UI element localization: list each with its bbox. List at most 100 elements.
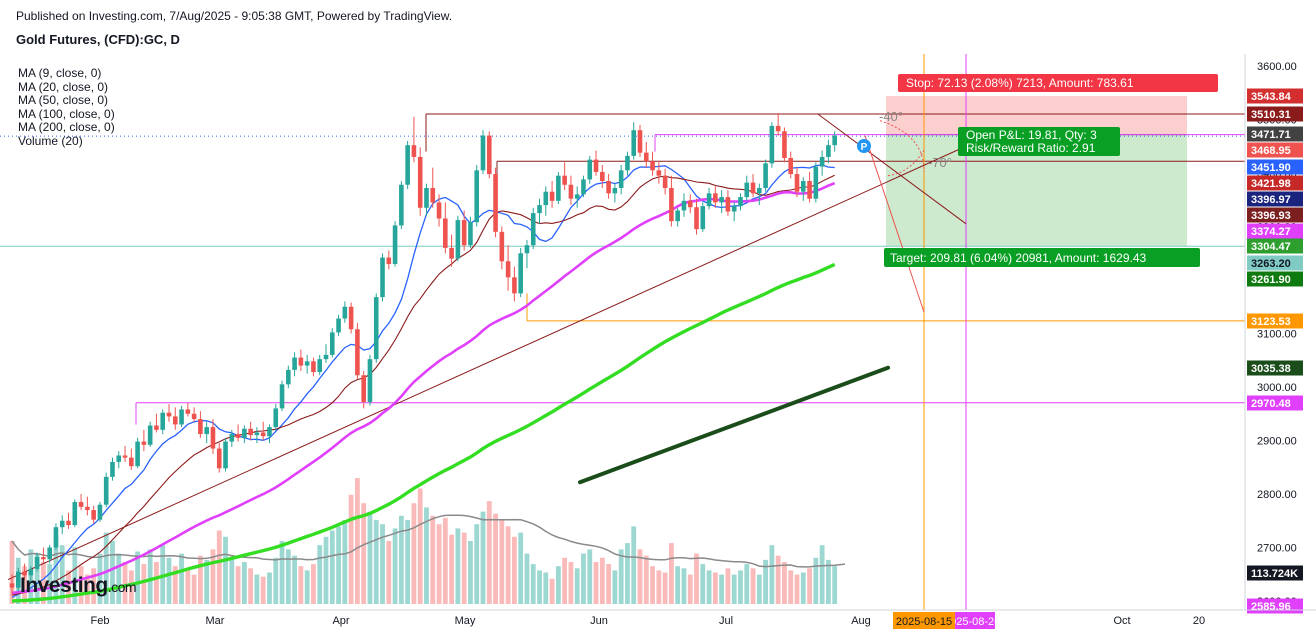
candle-body <box>185 409 191 414</box>
price-label-bg <box>1247 142 1303 158</box>
volume-bar <box>110 541 115 604</box>
rr-label: Risk/Reward Ratio: 2.91 <box>966 141 1096 155</box>
indicator-ma20[interactable]: MA (20, close, 0) <box>18 79 109 94</box>
volume-bar <box>285 549 291 604</box>
volume-bar <box>116 553 122 604</box>
candle-body <box>348 306 354 330</box>
volume-bar <box>166 557 172 604</box>
volume-bar <box>555 566 561 604</box>
indicator-volume[interactable]: Volume (20) <box>18 133 83 148</box>
indicator-ma200[interactable]: MA (200, close, 0) <box>18 120 115 134</box>
volume-bar <box>78 566 84 604</box>
volume-bar <box>581 553 586 604</box>
volume-bar <box>706 570 712 604</box>
volume-bar <box>204 559 210 604</box>
candle-body <box>147 425 153 445</box>
candle-body <box>235 434 241 438</box>
volume-bar <box>386 541 392 604</box>
price-label: 113.724K <box>1251 568 1298 580</box>
price-label-bg <box>1247 159 1303 175</box>
angle-arc <box>887 148 926 177</box>
volume-bar <box>618 549 624 604</box>
price-label: 3263.20 <box>1251 258 1291 270</box>
volume-bar <box>405 520 411 604</box>
candle-body <box>72 502 78 526</box>
candle-body <box>681 200 687 211</box>
volume-bar <box>141 564 147 604</box>
volume-bar <box>700 564 706 604</box>
volume-bar <box>342 520 348 604</box>
trendline-resistance <box>817 113 967 225</box>
candle-body <box>832 135 837 146</box>
candle-body <box>461 220 467 246</box>
volume-bar <box>656 570 662 604</box>
volume-bar <box>348 494 354 604</box>
trend-lines <box>7 113 967 581</box>
candle-body <box>336 318 341 333</box>
candle-body <box>273 408 279 428</box>
volume-bar <box>681 568 687 604</box>
volume-bar <box>568 562 574 604</box>
candle-body <box>725 197 731 212</box>
volume-bar <box>593 562 599 604</box>
candle-body <box>549 191 555 201</box>
angle-label: -70° <box>928 155 952 170</box>
volume-bar <box>669 543 674 604</box>
volume-bar <box>392 528 398 604</box>
volume-bar <box>135 551 140 604</box>
candle-body <box>643 152 649 162</box>
price-label: 2585.96 <box>1251 601 1291 613</box>
volume-bar <box>367 511 373 604</box>
published-caption: Published on Investing.com, 7/Aug/2025 -… <box>16 9 453 23</box>
candle-body <box>769 125 775 164</box>
volume-bar <box>72 547 78 604</box>
candle-body <box>486 135 492 175</box>
volume-bar <box>424 507 429 604</box>
volume-bar <box>687 574 693 604</box>
candle-body <box>524 245 530 254</box>
candle-body <box>47 547 52 560</box>
price-label: 3543.84 <box>1251 91 1292 103</box>
volume-bar <box>91 568 97 604</box>
candle-body <box>323 354 329 360</box>
indicator-ma50[interactable]: MA (50, close, 0) <box>18 93 109 107</box>
price-label: 3261.90 <box>1251 274 1291 286</box>
price-label-bg <box>1247 271 1303 287</box>
indicator-ma9[interactable]: MA (9, close, 0) <box>18 66 102 80</box>
ma200-line <box>578 365 890 485</box>
candle-body <box>304 361 310 366</box>
volume-bar <box>317 545 323 604</box>
volume-bar <box>612 570 618 604</box>
indicator-ma100[interactable]: MA (100, close, 0) <box>18 106 115 121</box>
volume-bar <box>474 524 480 604</box>
volume-bar <box>794 574 800 604</box>
price-label: 3471.71 <box>1251 129 1291 141</box>
volume-bar <box>179 553 184 604</box>
candle-body <box>650 161 655 171</box>
candle-body <box>179 409 184 425</box>
moving-averages <box>11 164 836 603</box>
volume-bar <box>625 543 630 604</box>
candle-body <box>819 156 825 167</box>
candle-body <box>373 297 379 360</box>
volume-bar <box>530 564 536 604</box>
candle-body <box>78 502 84 507</box>
candle-body <box>135 441 140 467</box>
x-tick-label: Aug <box>851 615 871 627</box>
candle-body <box>160 412 166 430</box>
ma100-line <box>11 262 836 603</box>
pnl-label-bg <box>958 127 1120 156</box>
candle-body <box>763 163 768 188</box>
volume-bar <box>449 534 454 604</box>
price-label: 3468.95 <box>1251 145 1291 157</box>
volume-bar <box>662 572 668 604</box>
date-marker-label: 2025-08-15 <box>896 616 952 628</box>
volume-bar <box>34 553 40 604</box>
price-label-bg <box>1247 207 1303 223</box>
candle-body <box>198 419 203 435</box>
candle-body <box>713 193 718 203</box>
candle-body <box>399 184 404 226</box>
x-tick-label: Apr <box>332 615 349 627</box>
volume-bar <box>329 530 335 604</box>
